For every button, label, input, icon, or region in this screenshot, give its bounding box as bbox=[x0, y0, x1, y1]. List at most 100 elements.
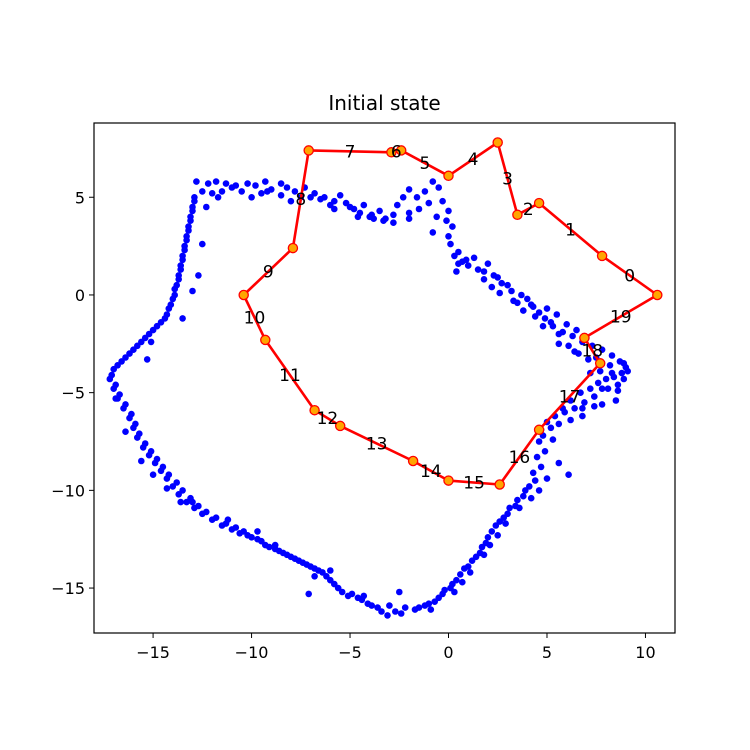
scatter-point bbox=[555, 330, 563, 338]
scatter-point bbox=[470, 254, 478, 262]
scatter-point bbox=[311, 190, 318, 197]
scatter-point bbox=[159, 463, 167, 471]
scatter-point bbox=[380, 217, 387, 224]
scatter-point bbox=[248, 194, 255, 201]
scatter-point bbox=[252, 182, 259, 189]
scatter-point bbox=[496, 289, 504, 297]
tour-node bbox=[594, 358, 606, 369]
scatter-point bbox=[143, 356, 151, 363]
scatter-point bbox=[179, 315, 186, 322]
scatter-point bbox=[354, 213, 362, 221]
tour-node-label: 7 bbox=[345, 142, 356, 162]
scatter-point bbox=[527, 301, 535, 309]
y-tick-label: 0 bbox=[75, 286, 85, 305]
scatter-point bbox=[122, 401, 129, 408]
scatter-point bbox=[439, 197, 446, 205]
scatter-point bbox=[449, 223, 456, 230]
tour-node bbox=[443, 475, 454, 486]
scatter-point bbox=[464, 563, 472, 570]
x-tick-label: 10 bbox=[635, 643, 655, 662]
scatter-point bbox=[277, 180, 285, 187]
scatter-point bbox=[449, 580, 456, 588]
scatter-point bbox=[360, 592, 368, 600]
tour-node bbox=[652, 289, 663, 301]
scatter-point bbox=[480, 551, 488, 559]
tour-node bbox=[579, 332, 590, 344]
tour-node-label: 2 bbox=[523, 200, 534, 220]
tour-node bbox=[386, 147, 397, 158]
scatter-point bbox=[331, 205, 338, 213]
tour-node bbox=[596, 250, 608, 262]
scatter-point bbox=[291, 188, 299, 195]
scatter-point bbox=[488, 283, 496, 291]
scatter-point bbox=[195, 272, 202, 279]
scatter-point bbox=[443, 217, 450, 224]
scatter-point bbox=[287, 197, 295, 205]
scatter-point bbox=[614, 381, 622, 389]
scatter-point bbox=[591, 403, 598, 410]
scatter-point bbox=[441, 586, 448, 594]
scatter-point bbox=[415, 205, 423, 213]
scatter-point bbox=[535, 438, 543, 445]
scatter-point bbox=[602, 375, 610, 383]
scatter-point bbox=[614, 387, 622, 395]
scatter-point bbox=[378, 608, 385, 615]
scatter-point bbox=[346, 203, 354, 211]
tour-node-label: 13 bbox=[366, 435, 388, 455]
scatter-point bbox=[561, 408, 568, 416]
scatter-point bbox=[535, 487, 543, 494]
scatter-point bbox=[598, 346, 606, 354]
tour-node-label: 1 bbox=[565, 221, 576, 241]
scatter-point bbox=[520, 307, 527, 314]
y-tick-label: −5 bbox=[61, 384, 85, 403]
scatter-point bbox=[455, 248, 462, 256]
tour-node-label: 12 bbox=[317, 409, 339, 429]
scatter-point bbox=[500, 514, 508, 521]
scatter-point bbox=[480, 276, 488, 283]
scatter-point bbox=[405, 215, 413, 222]
scatter-point bbox=[547, 424, 555, 432]
scatter-point bbox=[555, 459, 563, 467]
scatter-point bbox=[394, 201, 401, 209]
scatter-point bbox=[425, 199, 433, 207]
tour-node-label: 3 bbox=[502, 170, 513, 190]
scatter-point bbox=[141, 440, 149, 447]
scatter-point bbox=[427, 606, 435, 613]
scatter-point bbox=[208, 190, 216, 197]
scatter-point bbox=[579, 405, 586, 412]
scatter-point bbox=[565, 342, 572, 350]
scatter-point bbox=[315, 567, 322, 574]
axes-frame bbox=[93, 122, 676, 634]
scatter-point bbox=[533, 453, 541, 461]
scatter-point bbox=[271, 541, 279, 549]
scatter-point bbox=[171, 285, 178, 293]
scatter-point bbox=[165, 471, 173, 479]
tour-node-label: 6 bbox=[391, 142, 402, 162]
scatter-point bbox=[425, 600, 433, 607]
x-tick-label: 5 bbox=[542, 643, 552, 662]
scatter-point bbox=[591, 393, 598, 400]
scatter-point bbox=[405, 209, 413, 217]
tour-node bbox=[303, 145, 314, 156]
scatter-point bbox=[608, 369, 616, 377]
scatter-point bbox=[524, 295, 531, 303]
scatter-point bbox=[405, 186, 413, 193]
scatter-point bbox=[510, 297, 517, 305]
tour-node-label: 0 bbox=[624, 266, 635, 286]
scatter-point bbox=[112, 381, 119, 389]
scatter-point bbox=[138, 338, 145, 346]
tour-node bbox=[533, 197, 545, 209]
scatter-point bbox=[153, 322, 161, 330]
scatter-point bbox=[108, 371, 115, 379]
tour-node-label: 18 bbox=[581, 342, 603, 362]
scatter-point bbox=[248, 534, 255, 541]
scatter-point bbox=[238, 188, 245, 195]
scatter-point bbox=[366, 213, 374, 221]
tour-node bbox=[492, 137, 503, 148]
scatter-point bbox=[175, 276, 182, 283]
scatter-point bbox=[514, 496, 521, 504]
scatter-point bbox=[266, 543, 273, 551]
scatter-point bbox=[620, 375, 628, 383]
